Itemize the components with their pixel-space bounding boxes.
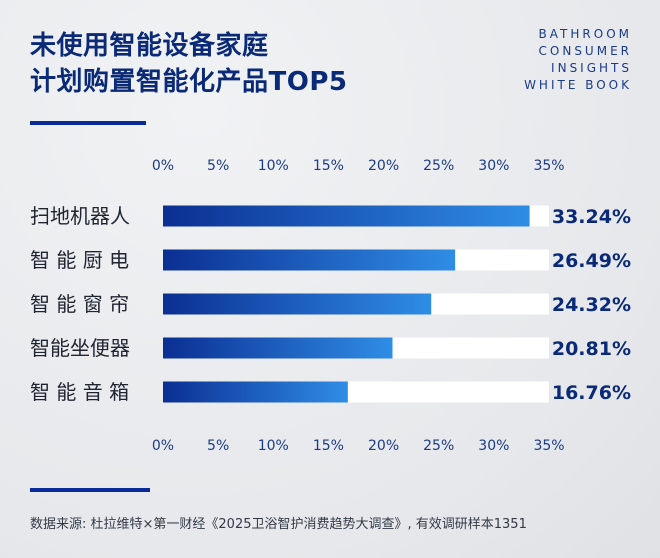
bottom-axis: 0% 5% 10% 15% 20% 25% 30% 35% [152,438,565,454]
bar-row: 智 能 音 箱 16.76% [30,380,631,404]
top-axis: 0% 5% 10% 15% 20% 25% 30% 35% [152,158,565,174]
tick-label-top: 5% [207,158,229,174]
tick-label-bottom: 10% [258,438,289,454]
bar-row: 智 能 厨 电 26.49% [30,248,631,272]
title-line-1: 未使用智能设备家庭 [30,31,269,61]
bar [163,205,530,227]
tick-label-bottom: 25% [423,438,454,454]
bar [163,293,432,315]
tick-label-top: 25% [423,158,454,174]
tick-label-top: 15% [313,158,344,174]
tick-label-bottom: 15% [313,438,344,454]
brand-line-2: CONSUMER [538,44,632,58]
category-label: 智 能 窗 帘 [30,292,129,316]
title-line-2: 计划购置智能化产品TOP5 [30,67,348,97]
tick-label-bottom: 30% [478,438,509,454]
value-label: 16.76% [552,382,631,404]
tick-label-bottom: 20% [368,438,399,454]
brand-line-1: BATHROOM [538,27,632,41]
tick-label-top: 30% [478,158,509,174]
tick-label-top: 10% [258,158,289,174]
bar [163,337,393,359]
category-label: 扫地机器人 [30,204,130,228]
tick-label-top: 0% [152,158,174,174]
bar-row: 智 能 窗 帘 24.32% [30,292,631,316]
bottom-accent-rule [30,488,150,492]
value-label: 20.81% [552,338,631,360]
category-label: 智 能 音 箱 [30,380,129,404]
bar [163,381,348,403]
brand-line-3: INSIGHTS [551,61,632,75]
bar-row: 扫地机器人 33.24% [30,204,631,228]
bar-chart: 0% 5% 10% 15% 20% 25% 30% 35% 扫地机器人 33.24% 智 能 厨 … [30,158,631,454]
source-note: 数据来源: 杜拉维特×第一财经《2025卫浴智护消费趋势大调查》, 有效调研样本… [30,517,527,532]
bar-rows: 扫地机器人 33.24% 智 能 厨 电 26.49% 智 能 窗 帘 24.32% 智能坐… [30,204,631,404]
bar-row: 智能坐便器 20.81% [30,336,631,360]
tick-label-bottom: 0% [152,438,174,454]
brand-line-4: WHITE BOOK [524,78,632,92]
tick-label-top: 20% [368,158,399,174]
value-label: 24.32% [552,294,631,316]
tick-label-bottom: 5% [207,438,229,454]
category-label: 智能坐便器 [30,336,130,360]
bar [163,249,456,271]
value-label: 33.24% [552,206,631,228]
tick-label-bottom: 35% [533,438,564,454]
category-label: 智 能 厨 电 [30,248,129,272]
top-accent-rule [30,121,146,125]
tick-label-top: 35% [533,158,564,174]
value-label: 26.49% [552,250,631,272]
brand-block: BATHROOM CONSUMER INSIGHTS WHITE BOOK [524,26,632,94]
page-title: 未使用智能设备家庭 计划购置智能化产品TOP5 [30,28,348,100]
